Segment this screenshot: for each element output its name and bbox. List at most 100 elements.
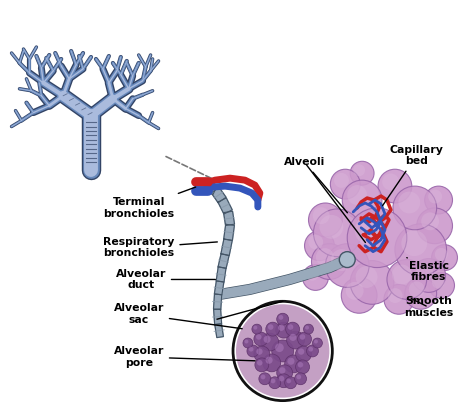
- Circle shape: [384, 284, 414, 314]
- Circle shape: [254, 346, 270, 362]
- Circle shape: [287, 358, 294, 365]
- Circle shape: [435, 248, 448, 261]
- Circle shape: [425, 186, 453, 214]
- Polygon shape: [224, 224, 234, 240]
- Circle shape: [314, 339, 318, 343]
- Text: Smooth
muscles: Smooth muscles: [404, 297, 453, 318]
- Circle shape: [347, 208, 407, 267]
- Polygon shape: [224, 211, 235, 225]
- Text: Respiratory
bronchioles: Respiratory bronchioles: [103, 237, 218, 259]
- Circle shape: [256, 348, 263, 355]
- Circle shape: [271, 379, 275, 383]
- Circle shape: [296, 346, 311, 362]
- Circle shape: [313, 207, 329, 224]
- Circle shape: [254, 326, 257, 330]
- Circle shape: [289, 334, 297, 341]
- Circle shape: [252, 324, 262, 334]
- Circle shape: [412, 259, 446, 292]
- Circle shape: [325, 244, 369, 287]
- Circle shape: [288, 324, 293, 330]
- Text: Elastic
fibres: Elastic fibres: [407, 258, 449, 282]
- Circle shape: [395, 224, 447, 276]
- Circle shape: [331, 249, 353, 271]
- Circle shape: [334, 173, 349, 188]
- Circle shape: [266, 322, 280, 336]
- Circle shape: [257, 360, 263, 366]
- Polygon shape: [214, 281, 224, 295]
- Circle shape: [316, 248, 334, 266]
- Circle shape: [287, 331, 304, 349]
- Circle shape: [388, 288, 402, 303]
- Circle shape: [428, 273, 455, 298]
- Circle shape: [296, 375, 301, 379]
- Circle shape: [236, 304, 329, 398]
- Circle shape: [308, 235, 323, 249]
- Circle shape: [347, 185, 367, 205]
- Circle shape: [285, 377, 297, 389]
- Circle shape: [417, 208, 453, 244]
- Circle shape: [319, 215, 343, 239]
- Circle shape: [298, 362, 303, 368]
- Polygon shape: [221, 239, 232, 255]
- Text: Alveolar
duct: Alveolar duct: [116, 269, 215, 290]
- Circle shape: [393, 186, 437, 230]
- Circle shape: [263, 354, 281, 372]
- Circle shape: [378, 169, 412, 203]
- Circle shape: [356, 266, 377, 288]
- Circle shape: [398, 191, 420, 213]
- Circle shape: [277, 374, 291, 388]
- Circle shape: [416, 263, 433, 280]
- Polygon shape: [216, 267, 226, 282]
- Circle shape: [341, 278, 377, 313]
- Circle shape: [409, 282, 425, 297]
- Circle shape: [306, 268, 319, 281]
- Circle shape: [264, 336, 271, 343]
- Circle shape: [342, 180, 382, 220]
- Circle shape: [254, 332, 268, 346]
- Circle shape: [278, 324, 284, 331]
- Circle shape: [285, 355, 302, 373]
- Circle shape: [295, 373, 307, 385]
- Circle shape: [261, 375, 265, 379]
- Circle shape: [421, 213, 439, 230]
- Polygon shape: [218, 198, 232, 214]
- Circle shape: [302, 265, 328, 290]
- Circle shape: [309, 203, 342, 237]
- Circle shape: [272, 340, 293, 362]
- Circle shape: [296, 360, 310, 374]
- Circle shape: [382, 173, 399, 190]
- Circle shape: [387, 260, 427, 299]
- Circle shape: [312, 338, 322, 348]
- Circle shape: [286, 379, 291, 383]
- Circle shape: [304, 231, 334, 261]
- Polygon shape: [203, 181, 218, 194]
- Circle shape: [261, 333, 279, 351]
- Circle shape: [233, 301, 332, 401]
- Circle shape: [277, 313, 289, 325]
- Circle shape: [286, 322, 300, 336]
- Polygon shape: [213, 294, 222, 309]
- Circle shape: [300, 334, 305, 340]
- Text: Alveoli: Alveoli: [284, 157, 347, 213]
- Circle shape: [279, 315, 283, 320]
- Polygon shape: [215, 324, 223, 338]
- Circle shape: [313, 209, 361, 257]
- Circle shape: [279, 376, 284, 381]
- Circle shape: [275, 343, 284, 352]
- Polygon shape: [218, 254, 229, 269]
- Text: Terminal
bronchioles: Terminal bronchioles: [103, 187, 196, 219]
- Circle shape: [255, 358, 269, 372]
- Circle shape: [298, 348, 304, 355]
- Circle shape: [392, 265, 412, 284]
- Circle shape: [243, 338, 253, 348]
- Circle shape: [311, 244, 347, 280]
- Circle shape: [308, 347, 313, 351]
- Circle shape: [259, 373, 271, 385]
- Text: Capillary
bed: Capillary bed: [383, 145, 444, 206]
- Circle shape: [350, 261, 394, 304]
- Circle shape: [269, 377, 281, 389]
- Polygon shape: [214, 309, 222, 324]
- Text: Alveolar
sac: Alveolar sac: [113, 303, 242, 329]
- Circle shape: [307, 345, 319, 357]
- Circle shape: [346, 282, 364, 300]
